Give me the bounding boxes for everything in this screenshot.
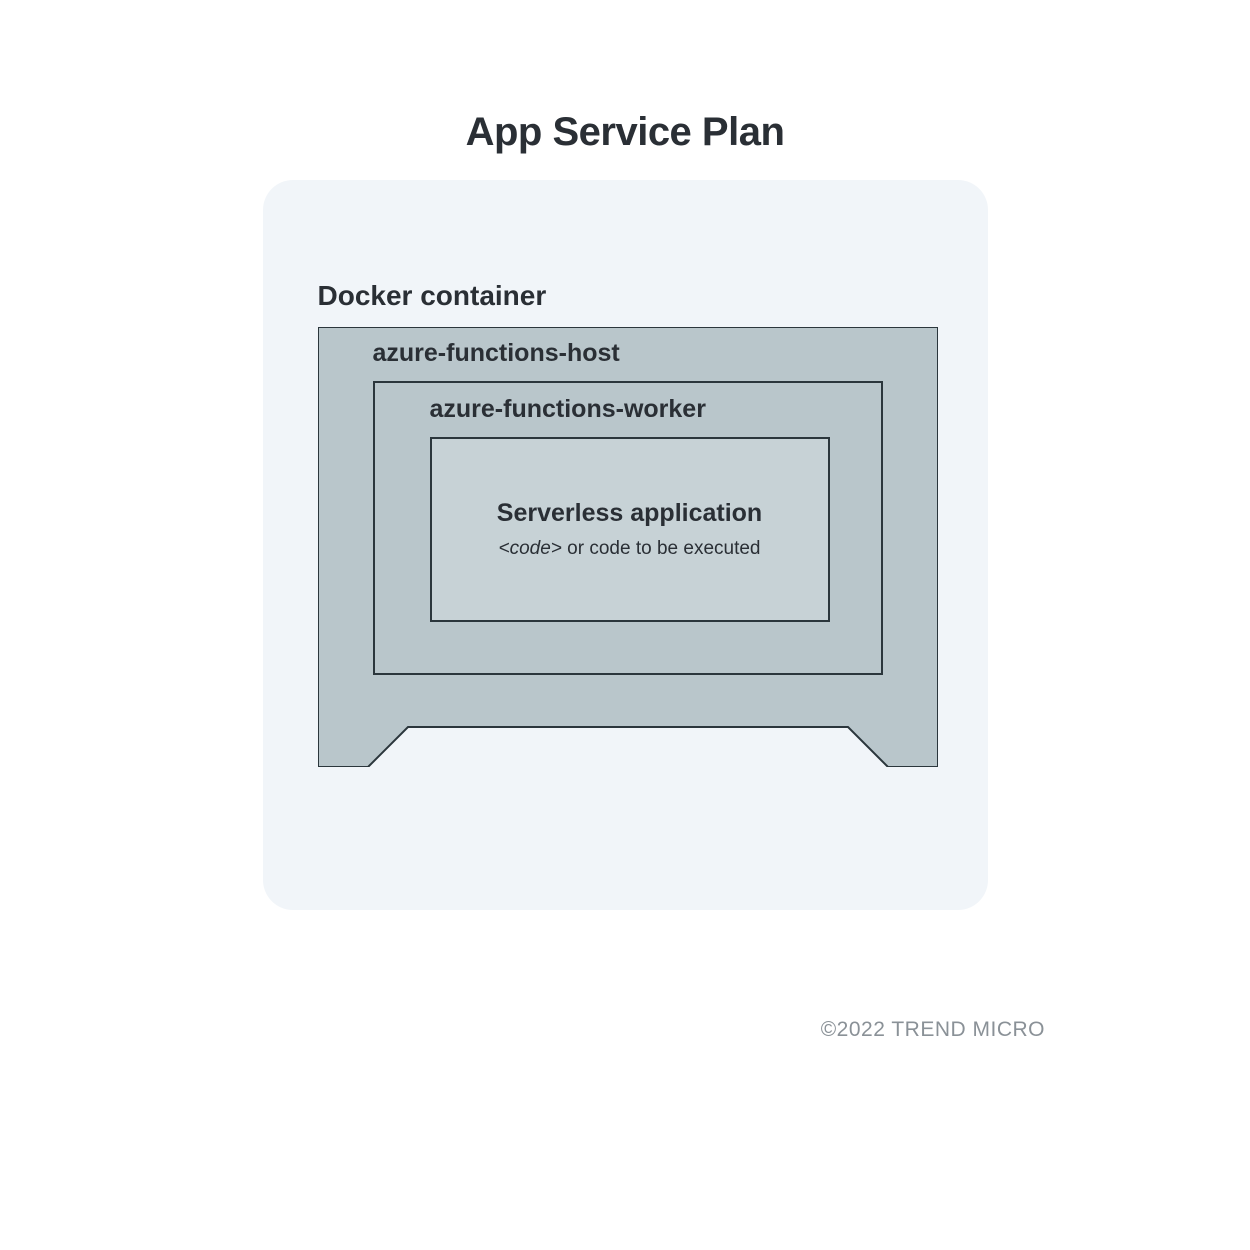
azure-functions-worker-label: azure-functions-worker bbox=[430, 395, 706, 424]
azure-functions-worker-box: azure-functions-worker Serverless applic… bbox=[373, 381, 883, 675]
serverless-application-box: Serverless application <code> or code to… bbox=[430, 437, 830, 622]
serverless-application-title: Serverless application bbox=[497, 499, 762, 528]
docker-container-shape: azure-functions-host azure-functions-wor… bbox=[318, 327, 938, 767]
code-rest-part: or code to be executed bbox=[562, 538, 761, 559]
code-italic-part: <code> bbox=[499, 538, 562, 559]
azure-functions-host-label: azure-functions-host bbox=[373, 339, 620, 368]
main-panel: Docker container azure-functions-host az… bbox=[263, 180, 988, 910]
copyright-notice: ©2022 TREND MICRO bbox=[821, 1018, 1045, 1042]
serverless-code-line: <code> or code to be executed bbox=[499, 538, 761, 560]
diagram-title: App Service Plan bbox=[0, 0, 1250, 180]
docker-container-label: Docker container bbox=[318, 280, 547, 312]
